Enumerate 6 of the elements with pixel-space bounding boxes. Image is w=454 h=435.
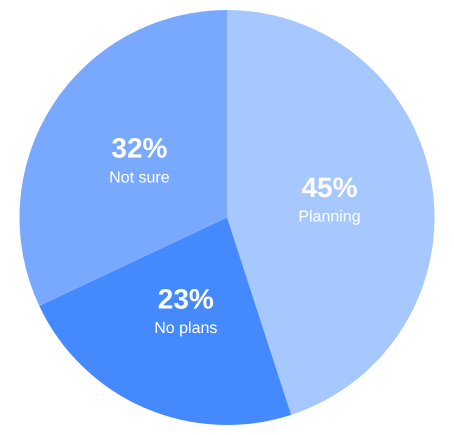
data-label: 23% <box>158 283 214 314</box>
slice-label: Planning <box>298 208 361 226</box>
data-label: 45% <box>301 172 358 203</box>
data-label: 32% <box>111 132 168 164</box>
slice-label: Not sure <box>109 169 170 186</box>
slice-label: No plans <box>154 320 218 338</box>
